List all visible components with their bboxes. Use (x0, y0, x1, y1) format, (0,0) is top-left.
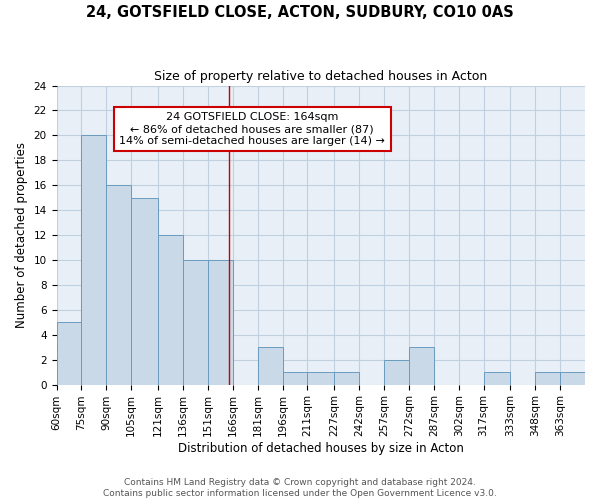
Bar (409, 347, 434, 385)
Text: 24 GOTSFIELD CLOSE: 164sqm
← 86% of detached houses are smaller (87)
14% of semi: 24 GOTSFIELD CLOSE: 164sqm ← 86% of deta… (119, 112, 385, 146)
Bar (334, 372, 359, 384)
Text: Contains HM Land Registry data © Crown copyright and database right 2024.
Contai: Contains HM Land Registry data © Crown c… (103, 478, 497, 498)
Title: Size of property relative to detached houses in Acton: Size of property relative to detached ho… (154, 70, 487, 83)
Bar (307, 372, 334, 384)
Bar (208, 260, 233, 384)
Bar (131, 198, 158, 384)
X-axis label: Distribution of detached houses by size in Acton: Distribution of detached houses by size … (178, 442, 464, 455)
Bar (484, 372, 510, 384)
Text: 24, GOTSFIELD CLOSE, ACTON, SUDBURY, CO10 0AS: 24, GOTSFIELD CLOSE, ACTON, SUDBURY, CO1… (86, 5, 514, 20)
Bar (283, 372, 307, 384)
Bar (106, 185, 131, 384)
Bar (183, 260, 208, 384)
Bar (384, 360, 409, 384)
Bar (257, 347, 283, 385)
Bar (82, 136, 106, 384)
Bar (56, 322, 82, 384)
Bar (158, 235, 183, 384)
Bar (560, 372, 585, 384)
Y-axis label: Number of detached properties: Number of detached properties (15, 142, 28, 328)
Bar (535, 372, 560, 384)
